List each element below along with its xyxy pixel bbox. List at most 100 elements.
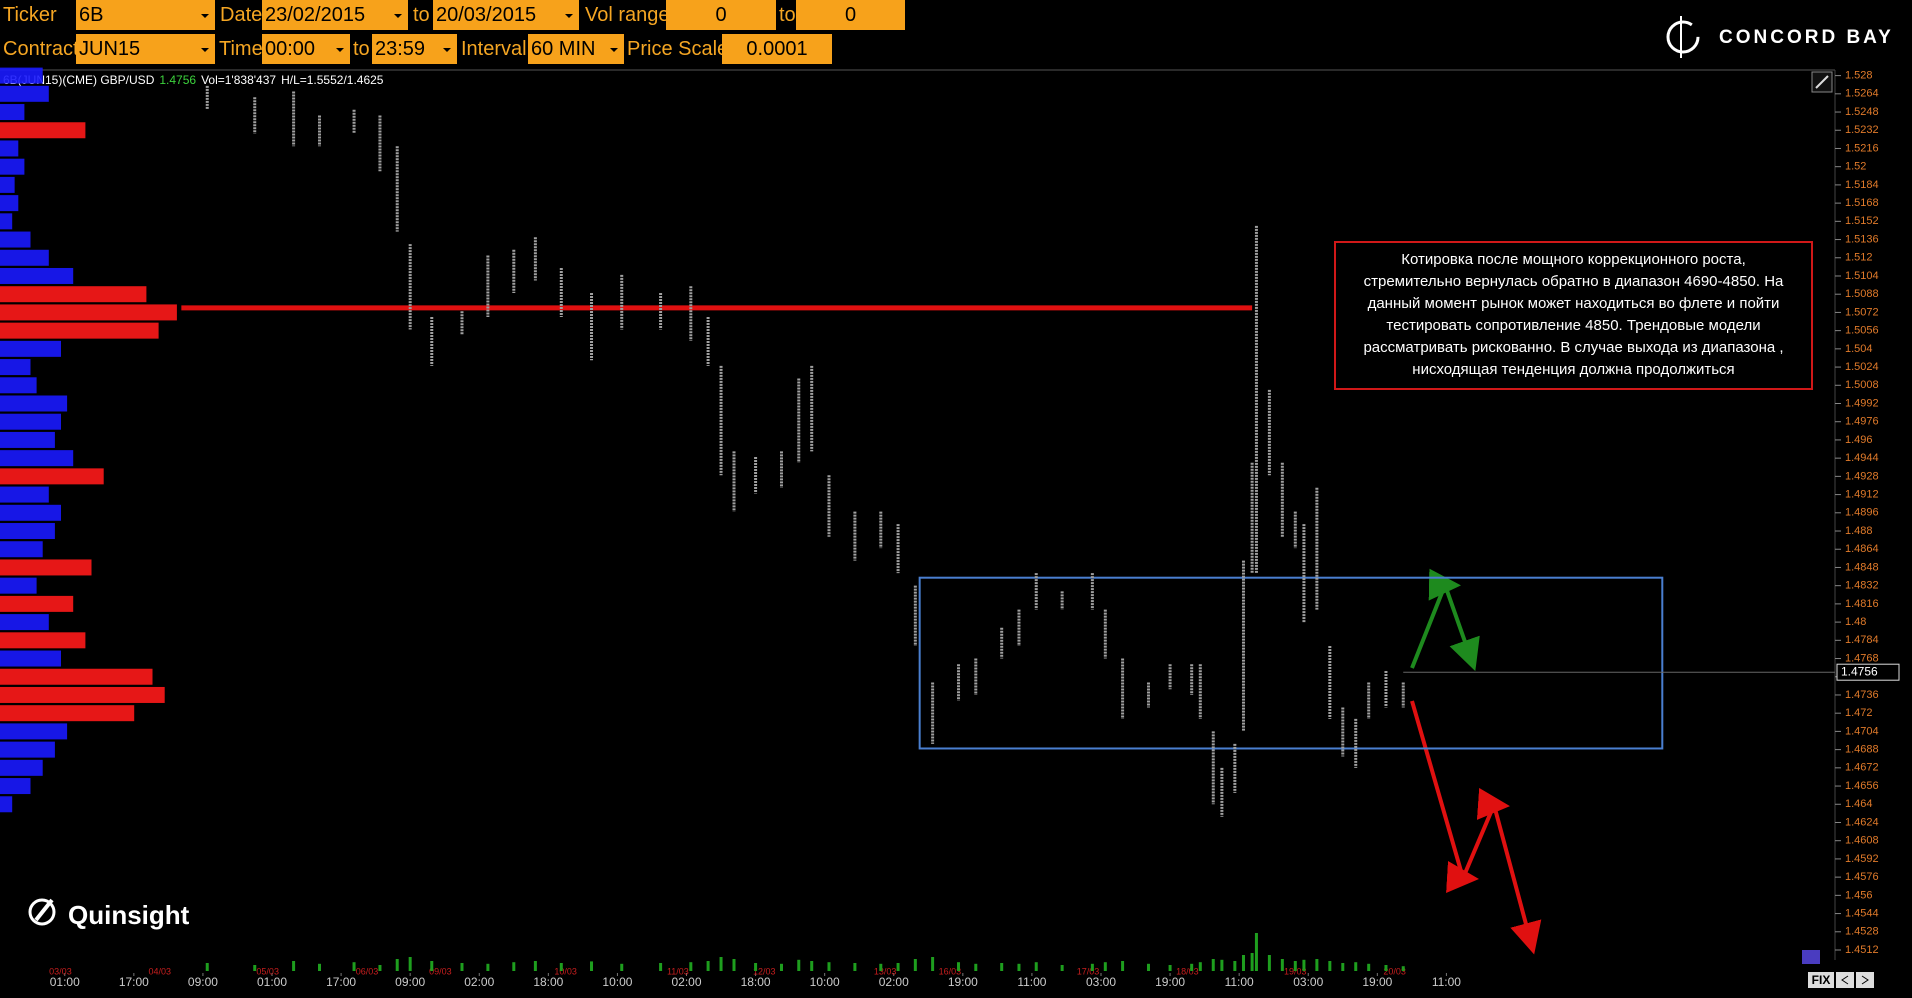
date-tick-label: 11/03 (667, 966, 689, 976)
x-tick-label: 03:00 (1086, 975, 1116, 989)
annotation: Котировка после мощного коррекционного р… (1334, 241, 1813, 390)
volume-bar (779, 963, 783, 971)
volume-bar (378, 965, 382, 971)
x-tick-label: 09:00 (395, 975, 425, 989)
volume-bar (1354, 962, 1358, 971)
x-tick-label: 02:00 (879, 975, 909, 989)
y-tick-label: 1.5008 (1845, 379, 1879, 391)
ticker-field[interactable]: 6B (76, 0, 215, 30)
volume-bar (1254, 933, 1258, 971)
volume-bar (559, 963, 563, 971)
y-tick-label: 1.4768 (1845, 652, 1879, 664)
volume-bar (533, 961, 537, 971)
interval-field[interactable]: 60 MIN (528, 34, 624, 64)
y-tick-label: 1.5216 (1845, 142, 1879, 154)
volume-bar (1034, 962, 1038, 971)
profile-bar (0, 340, 61, 357)
y-tick-label: 1.464 (1845, 798, 1873, 810)
y-tick-label: 1.4896 (1845, 507, 1879, 519)
volume-bar (1267, 955, 1271, 971)
to-label: to (353, 38, 370, 60)
pen-button[interactable] (1811, 71, 1833, 93)
profile-bar (0, 267, 74, 284)
volume-bar (352, 962, 356, 971)
volume-bar (1198, 962, 1202, 971)
volume-bar (1250, 953, 1254, 971)
profile-bar (0, 377, 37, 394)
y-tick-label: 1.5184 (1845, 179, 1879, 191)
profile-bar (0, 686, 165, 703)
y-tick-label: 1.4512 (1845, 944, 1879, 956)
annotation-line: Котировка после мощного коррекционного р… (1401, 251, 1746, 268)
profile-bar (0, 431, 55, 448)
price-scale-field[interactable]: 0.0001 (722, 34, 832, 64)
volume-bar (957, 962, 961, 971)
y-tick-label: 1.5056 (1845, 325, 1879, 337)
volume-bar (732, 959, 736, 971)
profile-bar (0, 577, 37, 594)
vol-to-field[interactable]: 0 (796, 0, 905, 30)
annotation-line: данный момент рынок может находиться во … (1367, 295, 1780, 312)
y-tick-label: 1.4544 (1845, 907, 1879, 919)
time-from-field[interactable]: 00:00 (262, 34, 350, 64)
profile-bar (0, 614, 49, 631)
y-tick-label: 1.4864 (1845, 543, 1879, 555)
volume-bar (1341, 963, 1345, 971)
volume-bar (292, 961, 296, 971)
volume-bar (1090, 963, 1094, 971)
profile-bar (0, 213, 13, 230)
volume-bar (706, 961, 710, 971)
profile-bar (0, 504, 61, 521)
profile-bar (0, 632, 86, 649)
annotation-line: нисходящая тенденция должна продолжиться (1412, 361, 1735, 378)
volume-bar (460, 963, 464, 971)
profile-bar (0, 231, 31, 248)
volume-bar (1220, 959, 1224, 971)
profile-bar (0, 249, 49, 266)
y-tick-label: 1.4656 (1845, 780, 1879, 792)
last-price: 1.4756 (159, 73, 196, 87)
fix-text[interactable]: FIX (1812, 973, 1831, 987)
profile-bar (0, 413, 61, 430)
time-to-field[interactable]: 23:59 (372, 34, 457, 64)
volume-bar (1315, 959, 1319, 971)
volume-bar (318, 963, 322, 971)
high-low: H/L=1.5552/1.4625 (281, 73, 384, 87)
x-tick-label: 11:00 (1225, 975, 1254, 989)
settings-icon[interactable] (1802, 950, 1820, 964)
y-tick-label: 1.5152 (1845, 215, 1879, 227)
volume-bar (486, 963, 490, 971)
interval-label: Interval (461, 38, 527, 60)
volume-bar (1190, 963, 1194, 971)
profile-bar (0, 140, 19, 157)
volume-bar (719, 957, 723, 971)
to-label: to (779, 4, 796, 26)
y-tick-label: 1.48 (1845, 616, 1866, 628)
profile-bar (0, 486, 49, 503)
profile-bar (0, 705, 135, 722)
profile-bar (0, 122, 86, 139)
forecast-arrow-down (1410, 700, 1542, 955)
date-tick-label: 16/03 (939, 966, 962, 976)
profile-bar (0, 741, 55, 758)
volume-bar (913, 959, 917, 971)
y-tick-label: 1.4672 (1845, 762, 1879, 774)
date-from-field[interactable]: 23/02/2015 (262, 0, 408, 30)
x-tick-label: 02:00 (464, 975, 494, 989)
volume-bar (1302, 959, 1306, 971)
volume-bar (1103, 962, 1107, 971)
price-scale-label: Price Scale (627, 38, 729, 60)
profile-bar (0, 304, 177, 321)
vol-from-field[interactable]: 0 (666, 0, 776, 30)
x-tick-label: 17:00 (326, 975, 356, 989)
y-tick-label: 1.4992 (1845, 397, 1879, 409)
fix-button[interactable]: FIX (1808, 972, 1874, 988)
y-tick-label: 1.5024 (1845, 361, 1879, 373)
date-to-field[interactable]: 20/03/2015 (433, 0, 579, 30)
ticker-label: Ticker (3, 4, 57, 26)
contract-field[interactable]: JUN15 (76, 34, 215, 64)
volume-bar (1241, 955, 1245, 971)
volume-bar (205, 963, 209, 971)
profile-bar (0, 286, 147, 303)
volume-bar (408, 957, 412, 971)
